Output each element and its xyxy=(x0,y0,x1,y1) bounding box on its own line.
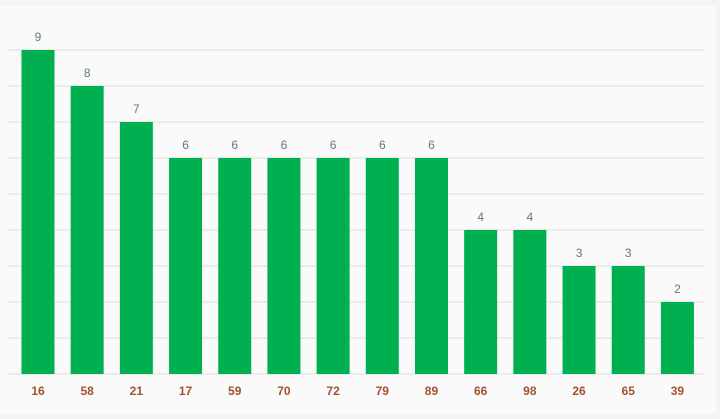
bar xyxy=(414,158,448,374)
bar xyxy=(660,302,694,374)
x-tick-label: 21 xyxy=(130,384,144,398)
bar xyxy=(365,158,399,374)
value-label: 6 xyxy=(330,138,337,152)
bar xyxy=(267,158,301,374)
value-label: 6 xyxy=(182,138,189,152)
value-label: 6 xyxy=(379,138,386,152)
x-tick-label: 39 xyxy=(671,384,685,398)
x-tick-label: 58 xyxy=(80,384,94,398)
value-label: 3 xyxy=(625,246,632,260)
value-label: 8 xyxy=(84,66,91,80)
bar xyxy=(316,158,350,374)
x-tick-label: 65 xyxy=(622,384,636,398)
bar xyxy=(562,266,596,374)
x-tick-label: 98 xyxy=(523,384,537,398)
value-label: 6 xyxy=(231,138,238,152)
x-tick-label: 16 xyxy=(31,384,45,398)
bar xyxy=(218,158,252,374)
value-label: 9 xyxy=(35,30,42,44)
x-tick-label: 26 xyxy=(572,384,586,398)
bar xyxy=(464,230,498,374)
x-tick-label: 72 xyxy=(326,384,340,398)
x-tick-label: 89 xyxy=(425,384,439,398)
x-tick-label: 79 xyxy=(376,384,390,398)
value-label: 4 xyxy=(527,210,534,224)
bar xyxy=(21,50,55,374)
bar xyxy=(169,158,203,374)
x-tick-label: 59 xyxy=(228,384,242,398)
value-label: 3 xyxy=(576,246,583,260)
value-label: 4 xyxy=(477,210,484,224)
value-label: 6 xyxy=(281,138,288,152)
bar xyxy=(611,266,645,374)
x-tick-label: 70 xyxy=(277,384,291,398)
value-label: 6 xyxy=(428,138,435,152)
x-tick-label: 66 xyxy=(474,384,488,398)
value-label: 7 xyxy=(133,102,140,116)
chart-background xyxy=(0,6,716,414)
value-label: 2 xyxy=(674,282,681,296)
x-tick-label: 17 xyxy=(179,384,193,398)
bar xyxy=(513,230,547,374)
bar xyxy=(70,86,104,374)
bar xyxy=(119,122,153,374)
